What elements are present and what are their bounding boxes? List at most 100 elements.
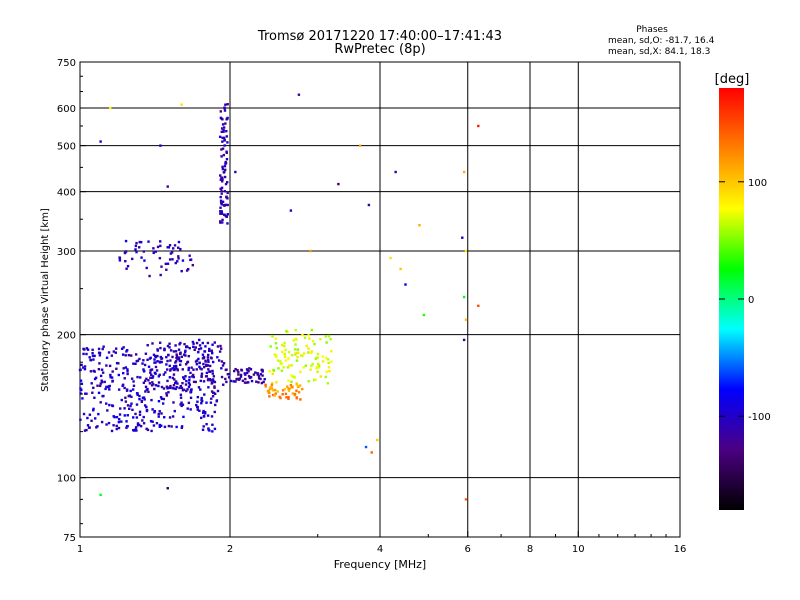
data-point	[296, 348, 300, 351]
data-point	[196, 400, 199, 403]
data-point	[144, 379, 147, 383]
data-point	[207, 358, 210, 362]
data-point	[312, 378, 316, 382]
data-point	[188, 376, 191, 379]
data-point	[173, 381, 177, 385]
data-point	[123, 407, 126, 410]
data-point	[134, 412, 137, 416]
data-point	[247, 381, 250, 384]
data-point	[149, 371, 152, 374]
data-point	[171, 258, 174, 261]
data-point	[156, 348, 159, 351]
data-point	[201, 411, 205, 414]
data-point	[216, 389, 220, 393]
data-point	[224, 162, 227, 165]
data-point	[418, 224, 421, 227]
data-point	[97, 412, 100, 416]
data-point	[200, 368, 203, 371]
data-point	[225, 181, 229, 184]
data-point	[189, 391, 192, 394]
data-point	[151, 420, 154, 423]
data-point	[94, 417, 97, 420]
data-point	[268, 395, 271, 398]
data-point	[389, 256, 392, 260]
data-point	[274, 342, 278, 345]
data-point	[100, 380, 104, 384]
colorbar-tick-label: 100	[748, 178, 767, 189]
grid-lines	[80, 62, 680, 537]
data-point	[135, 241, 138, 245]
data-point	[187, 268, 190, 271]
data-point	[195, 341, 199, 345]
data-point	[107, 351, 111, 354]
data-point	[196, 408, 199, 411]
data-point	[283, 355, 287, 359]
data-point	[138, 413, 142, 416]
data-point	[222, 362, 226, 365]
data-point	[208, 349, 211, 352]
data-point	[164, 371, 167, 374]
data-point	[166, 262, 170, 265]
y-tick-label: 75	[63, 533, 76, 544]
data-point	[210, 349, 213, 352]
data-point	[221, 221, 224, 224]
data-point	[191, 340, 195, 344]
data-point	[170, 251, 174, 254]
y-tick-label: 200	[57, 331, 76, 342]
data-point	[222, 136, 226, 140]
data-point	[188, 346, 191, 350]
data-point	[166, 246, 169, 249]
data-point	[462, 295, 466, 299]
data-point	[146, 387, 149, 391]
data-point	[189, 371, 192, 375]
data-point	[220, 189, 223, 193]
data-point	[274, 392, 277, 395]
data-point	[257, 377, 261, 380]
data-point	[197, 386, 201, 389]
data-point	[206, 414, 210, 417]
data-point	[214, 403, 217, 407]
data-point	[110, 429, 114, 433]
data-point	[220, 203, 224, 206]
data-point	[124, 396, 127, 399]
data-point	[319, 375, 322, 378]
colorbar-tick-label: -100	[748, 412, 771, 423]
data-point	[174, 380, 178, 383]
data-point	[234, 367, 237, 371]
data-point	[234, 170, 237, 174]
data-point	[174, 344, 177, 347]
data-point	[141, 362, 144, 365]
data-point	[268, 387, 272, 391]
data-point	[279, 362, 283, 365]
data-point	[223, 109, 227, 112]
data-point	[285, 396, 288, 399]
data-point	[211, 423, 214, 426]
data-point	[289, 209, 293, 212]
data-point	[117, 388, 121, 391]
data-point	[219, 110, 223, 113]
data-point	[211, 430, 214, 433]
phase-stats-title: Phases	[636, 25, 668, 35]
data-point	[151, 376, 154, 379]
data-point	[117, 420, 121, 424]
data-point	[221, 167, 225, 171]
data-point	[189, 396, 193, 400]
data-point	[220, 192, 223, 195]
data-point	[199, 388, 202, 391]
data-point	[123, 414, 126, 417]
data-point	[222, 128, 225, 132]
data-point	[107, 421, 111, 425]
data-point	[213, 380, 217, 384]
data-point	[163, 416, 166, 419]
data-point	[292, 375, 295, 378]
data-point	[127, 407, 131, 410]
data-point	[181, 403, 185, 406]
data-point	[147, 390, 150, 394]
data-point	[138, 357, 141, 361]
data-point	[260, 368, 263, 372]
data-point	[212, 391, 216, 395]
data-point	[91, 348, 94, 352]
data-point	[145, 405, 148, 409]
data-point	[172, 401, 175, 404]
data-point	[179, 403, 182, 406]
